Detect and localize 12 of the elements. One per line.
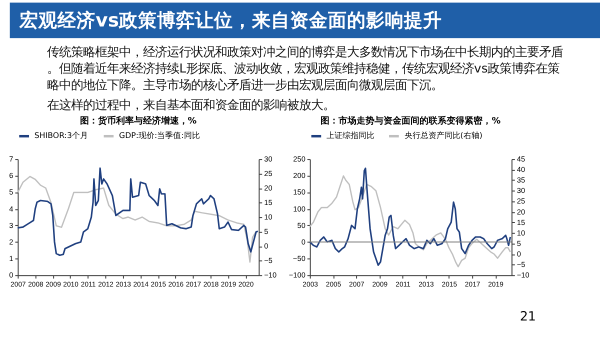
line-series bbox=[16, 167, 259, 256]
legend-label: SHIBOR:3个月 bbox=[34, 131, 88, 140]
line-series bbox=[17, 176, 257, 263]
text: 在这样的过程中，来自基本面和资金面的影响被放大。 bbox=[47, 98, 336, 112]
text: 宏观经济vs政策博弈让位，来自资金面的影响提升 bbox=[18, 9, 442, 32]
text: 传统策略框架中，经济运行状况和政策对冲之间的博弈是大多数情况下市场在中长期内的主要矛盾。但随着近年来经济持续L形探底、波动收敛，宏观政策维持稳健，传统宏观经济vs政策博弈在策略中的地位下降。主导市场的核心矛盾进一步由宏观层面向微观层面下沉。 bbox=[47, 44, 564, 92]
legend-label: 央行总资产同比(右轴) bbox=[404, 131, 482, 140]
legend-label: GDP:现价:当季值:同比 bbox=[119, 131, 200, 140]
chart-title: 图：市场走势与资金面间的联系变得紧密，% bbox=[320, 116, 501, 127]
text: 21 bbox=[520, 309, 536, 324]
legend-label: 上证综指同比 bbox=[326, 131, 375, 140]
chart-title: 图：货币利率与经济增速，% bbox=[80, 116, 197, 127]
